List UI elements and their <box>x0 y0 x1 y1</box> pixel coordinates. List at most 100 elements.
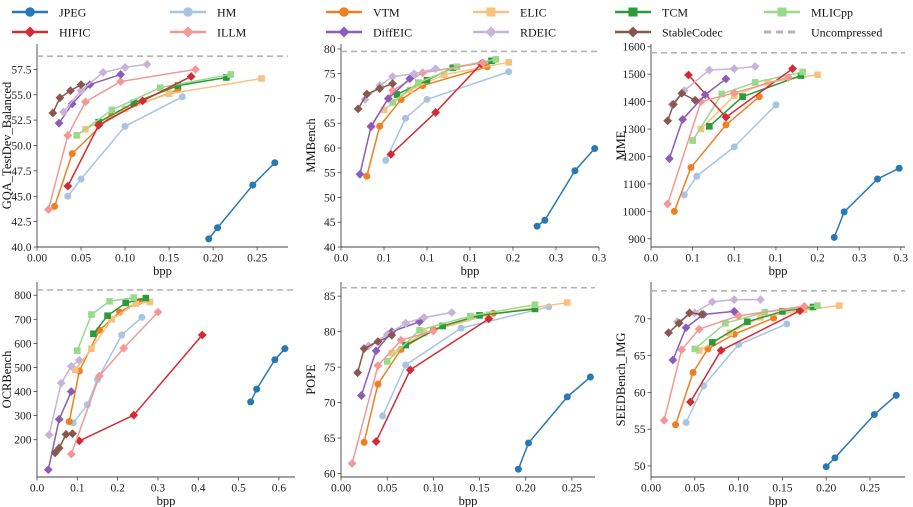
legend-label-illm: ILLM <box>217 26 247 40</box>
data-point-vtm <box>722 121 730 129</box>
data-point-hm <box>138 313 146 321</box>
y-tick-label: 47.5 <box>11 166 31 178</box>
data-point-rdeic <box>447 308 457 317</box>
y-tick-label: 45 <box>324 217 336 229</box>
series-illm <box>659 301 809 425</box>
series-hm <box>379 303 553 420</box>
data-point-jpeg <box>840 208 848 216</box>
data-point-illm <box>784 73 793 82</box>
data-point-tcm <box>104 312 111 320</box>
data-point-jpeg <box>892 391 900 399</box>
x-axis-label: bpp <box>459 494 478 507</box>
x-tick-label: 0.3 <box>894 253 909 265</box>
series-line-tcm <box>98 76 227 123</box>
data-point-jpeg <box>822 463 830 471</box>
data-point-jpeg <box>874 175 882 183</box>
x-tick-label: 0.25 <box>860 483 880 495</box>
data-point-jpeg <box>830 233 838 241</box>
data-point-elic <box>764 79 771 86</box>
series-diffeic <box>43 387 76 475</box>
legend-entry-vtm: VTM <box>326 6 400 20</box>
y-tick-label: 50 <box>634 461 646 473</box>
data-point-elic <box>146 298 154 306</box>
legend-marker-jpeg <box>25 7 35 17</box>
x-axis-label: bpp <box>461 264 480 278</box>
y-tick-label: 1000 <box>623 206 646 218</box>
chart-panel-mme: 0.0 0.1 0.1 0.1 0.2 0.3 0.3 900 1000 1100 1200 1300… <box>614 42 908 278</box>
data-point-hm <box>121 122 129 130</box>
series-rdeic <box>59 59 152 117</box>
data-point-jpeg <box>271 356 279 364</box>
series-stablecodec <box>663 88 700 126</box>
data-point-illm <box>95 371 104 381</box>
y-tick-label: 45.0 <box>11 191 31 203</box>
data-point-hific <box>386 150 396 159</box>
series-line-jpeg <box>517 376 591 470</box>
data-point-tcm <box>142 294 150 302</box>
legend-entry-elic: ELIC <box>473 6 547 20</box>
x-axis-label: bpp <box>153 264 172 278</box>
data-point-jpeg <box>571 167 579 175</box>
x-tick-label: 0.1 <box>769 253 784 265</box>
series-tcm <box>95 74 230 126</box>
data-point-rdeic <box>388 72 397 82</box>
legend-entry-rdeic: RDEIC <box>473 26 556 40</box>
y-tick-label: 55 <box>634 424 646 436</box>
y-tick-label: 75 <box>324 69 336 81</box>
data-point-hific <box>484 314 494 324</box>
y-tick-label: 1300 <box>623 124 646 136</box>
series-mlicpp <box>74 294 138 354</box>
series-stablecodec <box>48 80 86 118</box>
series-illm <box>663 73 793 209</box>
data-point-tcm <box>476 312 483 319</box>
legend-label-jpeg: JPEG <box>59 6 87 20</box>
data-point-tcm <box>90 330 97 338</box>
series-line-mlicpp <box>692 71 803 141</box>
data-point-diffeic <box>721 74 731 84</box>
data-point-stablecodec <box>663 116 673 126</box>
data-point-hm <box>680 191 688 199</box>
y-tick-label: 1100 <box>623 179 646 191</box>
data-point-stablecodec <box>674 318 684 328</box>
data-point-tcm <box>174 82 182 89</box>
series-hm <box>682 320 791 427</box>
y-tick-label: 600 <box>14 338 32 350</box>
legend-marker-rdeic <box>485 26 497 38</box>
x-tick-label: 0.0 <box>334 253 349 265</box>
series-jpeg <box>205 159 279 243</box>
x-tick-label: 0.05 <box>377 483 397 495</box>
data-point-mlicpp <box>751 79 759 86</box>
data-point-vtm <box>376 122 384 130</box>
y-tick-label: 500 <box>14 362 32 374</box>
data-point-stablecodec <box>353 368 363 378</box>
data-point-tcm <box>402 341 409 349</box>
data-point-hm <box>505 68 513 76</box>
data-point-vtm <box>670 207 678 215</box>
y-tick-label: 57.5 <box>11 64 31 76</box>
series-line-hific <box>67 75 192 187</box>
data-point-rdeic <box>74 355 84 365</box>
data-point-stablecodec <box>387 330 397 340</box>
x-tick-label: 0.1 <box>70 483 85 495</box>
series-illm <box>347 326 438 468</box>
series-tcm <box>705 72 805 130</box>
legend-marker-hm <box>183 7 193 17</box>
series-line-stablecodec <box>357 82 393 110</box>
y-tick-label: 900 <box>628 234 646 246</box>
data-point-diffeic <box>355 169 365 179</box>
data-point-stablecodec <box>375 84 385 93</box>
data-point-jpeg <box>281 345 289 353</box>
data-point-mlicpp <box>718 90 726 98</box>
series-rdeic <box>44 355 84 440</box>
data-point-hm <box>77 175 85 183</box>
data-point-illm <box>694 324 704 334</box>
data-point-elic <box>380 106 388 114</box>
data-point-tcm <box>739 93 746 100</box>
data-point-stablecodec <box>697 309 707 319</box>
data-point-hific <box>405 365 415 375</box>
legend-entry-mlicpp: MLICpp <box>764 6 853 20</box>
series-line-stablecodec <box>52 83 82 114</box>
data-point-diffeic <box>729 307 739 316</box>
data-point-rdeic <box>382 330 392 339</box>
data-point-rdeic <box>56 378 66 388</box>
